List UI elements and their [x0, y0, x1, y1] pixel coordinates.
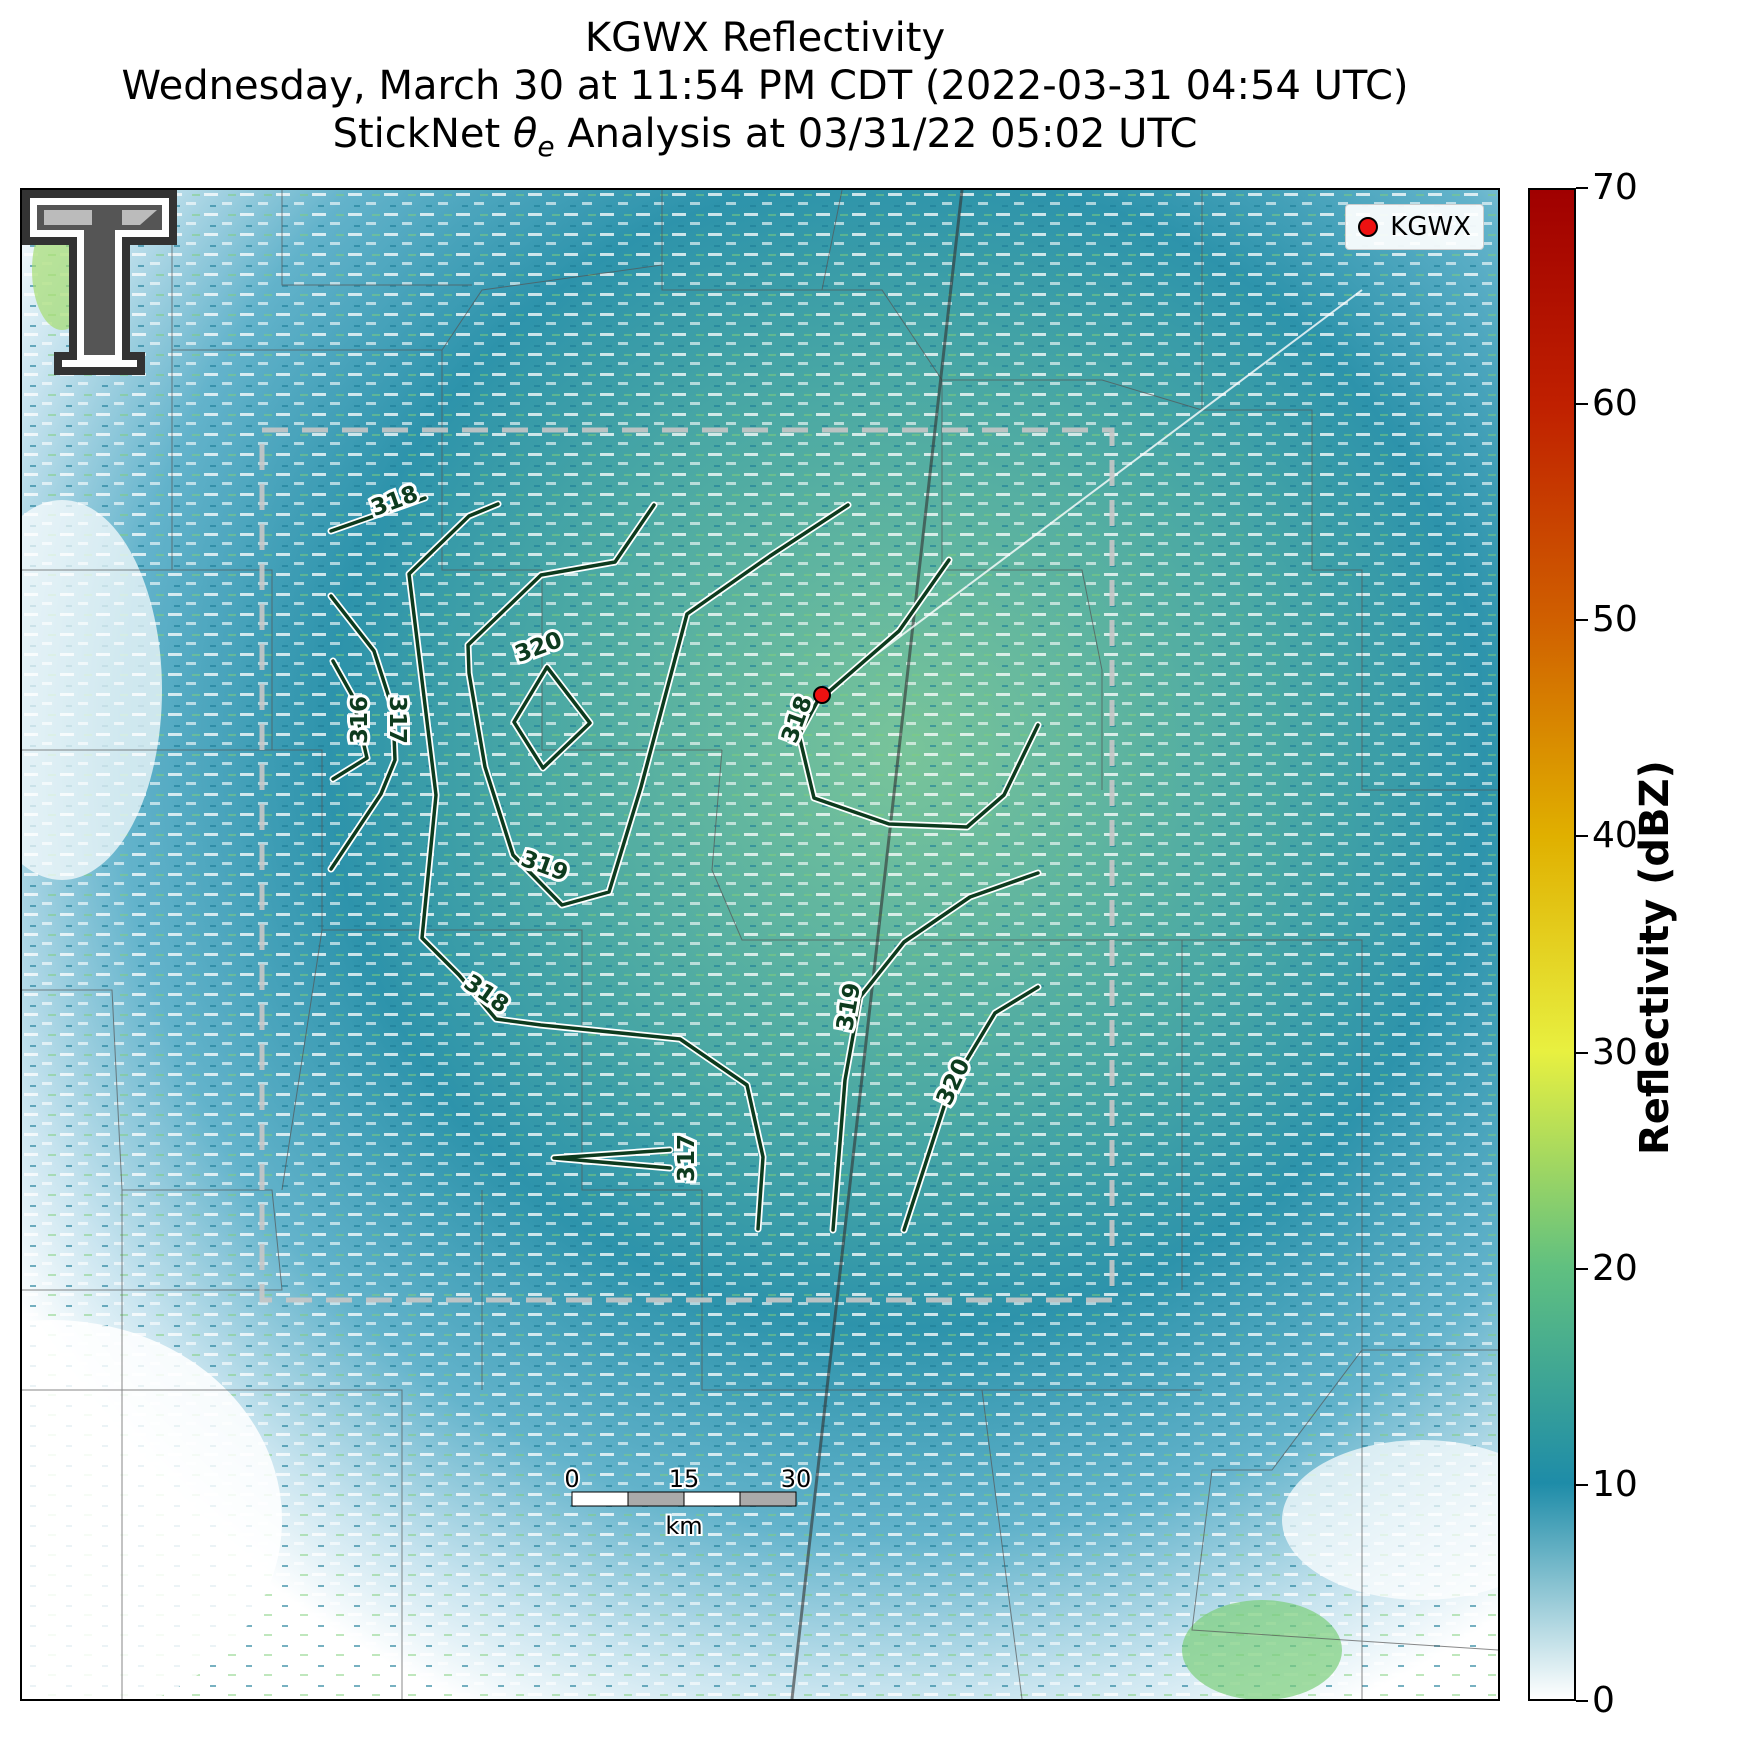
scale-bar: 0 15 30 km: [562, 1463, 813, 1542]
contour-316-west: [329, 657, 371, 783]
colorbar-tick-label: 20: [1592, 1247, 1638, 1289]
highway-line: [790, 190, 964, 1699]
theta-subscript: e: [537, 130, 555, 163]
echo-gap-southeast: [1282, 1440, 1498, 1600]
colorbar-tick: [1576, 1700, 1588, 1702]
county-boundaries: [22, 190, 1498, 1699]
colorbar-tick: [1576, 1051, 1588, 1054]
analysis-domain-box: [259, 427, 1115, 1303]
colorbar-tick: [1576, 1483, 1588, 1486]
colorbar-tick-label: 50: [1592, 599, 1638, 641]
contour-label: 317: [674, 1134, 700, 1182]
colorbar-tick: [1576, 619, 1588, 622]
contour-317-south: [550, 1146, 674, 1172]
echo-gap-southwest: [22, 1320, 282, 1699]
radar-site-legend-marker: [1358, 217, 1379, 237]
radar-site-marker[interactable]: [813, 686, 831, 704]
colorbar-tick: [1576, 1267, 1588, 1270]
title-line-2: Wednesday, March 30 at 11:54 PM CDT (202…: [121, 63, 1409, 109]
contour-label: 316: [347, 696, 373, 744]
colorbar-tick-label: 40: [1592, 815, 1638, 857]
contour-320-east: [900, 983, 1042, 1234]
contour-319-east: [829, 869, 1042, 1234]
colorbar-tick-label: 0: [1592, 1680, 1615, 1721]
scale-unit-label: km: [665, 1512, 702, 1540]
echo-core-southeast: [1182, 1600, 1342, 1699]
contour-320-west: [510, 663, 594, 772]
scale-tick-label: 0: [564, 1465, 579, 1493]
title-line-3-prefix: StickNet: [332, 111, 513, 157]
radial-spoke: [821, 289, 1363, 696]
reflectivity-colorbar: [1528, 188, 1576, 1701]
contour-319-west: [464, 501, 852, 909]
title-line-3-suffix: Analysis at 03/31/22 05:02 UTC: [554, 111, 1198, 157]
radar-map[interactable]: 318 316 317 320 319 318 318 319 320 317 …: [20, 188, 1500, 1701]
theta-e-contours: [327, 494, 1042, 1234]
legend-label: KGWX: [1390, 212, 1471, 242]
texas-tech-logo: [22, 190, 177, 375]
echo-gap-northwest: [22, 500, 162, 880]
scale-tick-label: 15: [669, 1465, 700, 1493]
contour-318-central: [405, 500, 767, 1233]
colorbar-tick-label: 30: [1592, 1031, 1638, 1073]
scale-tick-label: 30: [781, 1465, 812, 1493]
theta-symbol: θ: [512, 111, 538, 157]
map-legend: KGWX: [1345, 204, 1484, 250]
map-canvas: 318 316 317 320 319 318 318 319 320 317 …: [22, 190, 1498, 1699]
colorbar-tick-label: 60: [1592, 383, 1638, 425]
colorbar-tick-label: 70: [1592, 167, 1638, 208]
reflectivity-texture: [22, 190, 1498, 1699]
colorbar-title: Reflectivity (dBZ): [1632, 760, 1678, 1155]
colorbar-tick: [1576, 187, 1588, 189]
colorbar-tick: [1576, 403, 1588, 406]
colorbar-tick: [1576, 835, 1588, 838]
title-line-3: StickNet θe Analysis at 03/31/22 05:02 U…: [0, 110, 1530, 171]
contour-317-west: [327, 592, 399, 873]
contour-label: 317: [384, 696, 410, 744]
colorbar-tick-label: 10: [1592, 1463, 1638, 1505]
title-line-1: KGWX Reflectivity: [584, 15, 946, 61]
contour-318-northwest: [327, 494, 429, 535]
contour-318-east: [795, 556, 1042, 831]
